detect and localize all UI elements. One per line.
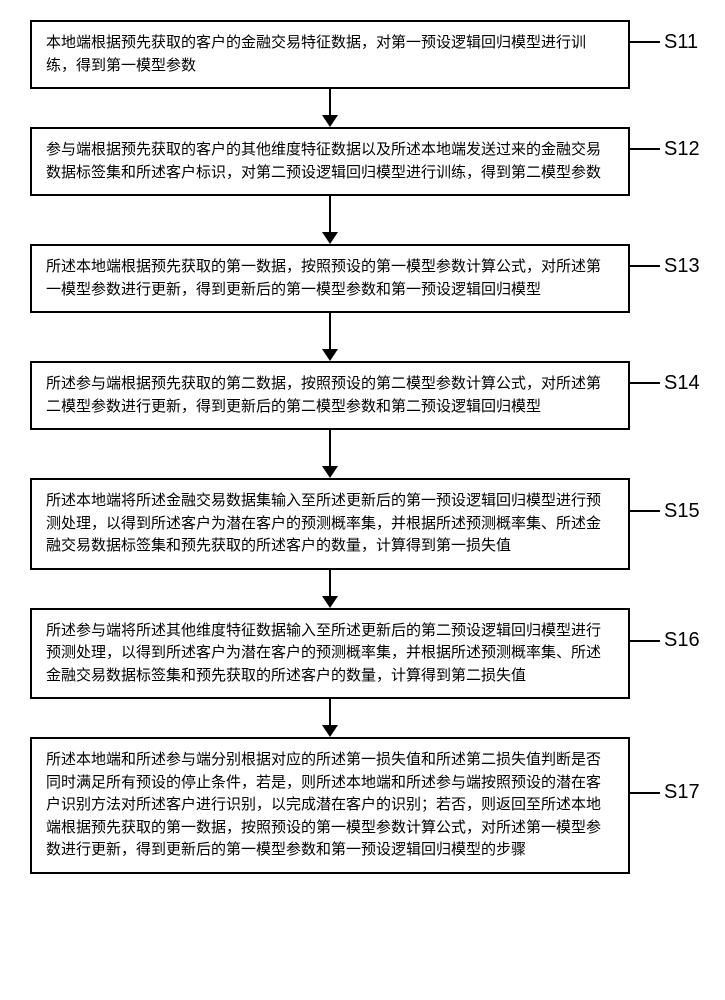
connector-line — [630, 640, 660, 642]
step-row: 所述本地端根据预先获取的第一数据，按照预设的第一模型参数计算公式，对所述第一模型… — [10, 244, 715, 313]
step-row: 所述本地端将所述金融交易数据集输入至所述更新后的第一预设逻辑回归模型进行预测处理… — [10, 478, 715, 570]
step-box-s16: 所述参与端将所述其他维度特征数据输入至所述更新后的第二预设逻辑回归模型进行预测处… — [30, 608, 630, 700]
step-box-s11: 本地端根据预先获取的客户的金融交易特征数据，对第一预设逻辑回归模型进行训练，得到… — [30, 20, 630, 89]
step-label-s15: S15 — [664, 500, 700, 523]
arrow-down — [30, 313, 630, 361]
step-box-s17: 所述本地端和所述参与端分别根据对应的所述第一损失值和所述第二损失值判断是否同时满… — [30, 737, 630, 874]
connector-line — [630, 382, 660, 384]
step-box-s15: 所述本地端将所述金融交易数据集输入至所述更新后的第一预设逻辑回归模型进行预测处理… — [30, 478, 630, 570]
step-label-s16: S16 — [664, 629, 700, 652]
arrow-down — [30, 570, 630, 608]
step-row: 参与端根据预先获取的客户的其他维度特征数据以及所述本地端发送过来的金融交易数据标… — [10, 127, 715, 196]
step-label-s11: S11 — [664, 31, 698, 54]
arrow-down — [30, 430, 630, 478]
flowchart-container: 本地端根据预先获取的客户的金融交易特征数据，对第一预设逻辑回归模型进行训练，得到… — [10, 20, 715, 874]
step-label-s12: S12 — [664, 138, 700, 161]
arrow-down — [30, 89, 630, 127]
step-text: 所述本地端根据预先获取的第一数据，按照预设的第一模型参数计算公式，对所述第一模型… — [46, 256, 614, 301]
step-box-s12: 参与端根据预先获取的客户的其他维度特征数据以及所述本地端发送过来的金融交易数据标… — [30, 127, 630, 196]
connector-line — [630, 265, 660, 267]
step-text: 参与端根据预先获取的客户的其他维度特征数据以及所述本地端发送过来的金融交易数据标… — [46, 139, 614, 184]
arrow-down — [30, 699, 630, 737]
step-row: 所述参与端根据预先获取的第二数据，按照预设的第二模型参数计算公式，对所述第二模型… — [10, 361, 715, 430]
step-box-s14: 所述参与端根据预先获取的第二数据，按照预设的第二模型参数计算公式，对所述第二模型… — [30, 361, 630, 430]
step-row: 所述参与端将所述其他维度特征数据输入至所述更新后的第二预设逻辑回归模型进行预测处… — [10, 608, 715, 700]
step-row: 所述本地端和所述参与端分别根据对应的所述第一损失值和所述第二损失值判断是否同时满… — [10, 737, 715, 874]
connector-line — [630, 792, 660, 794]
step-row: 本地端根据预先获取的客户的金融交易特征数据，对第一预设逻辑回归模型进行训练，得到… — [10, 20, 715, 89]
connector-line — [630, 41, 660, 43]
step-label-s14: S14 — [664, 372, 700, 395]
step-text: 所述本地端将所述金融交易数据集输入至所述更新后的第一预设逻辑回归模型进行预测处理… — [46, 490, 614, 558]
step-label-s17: S17 — [664, 781, 700, 804]
step-text: 本地端根据预先获取的客户的金融交易特征数据，对第一预设逻辑回归模型进行训练，得到… — [46, 32, 614, 77]
step-text: 所述参与端将所述其他维度特征数据输入至所述更新后的第二预设逻辑回归模型进行预测处… — [46, 620, 614, 688]
connector-line — [630, 510, 660, 512]
arrow-down — [30, 196, 630, 244]
connector-line — [630, 148, 660, 150]
step-label-s13: S13 — [664, 255, 700, 278]
step-box-s13: 所述本地端根据预先获取的第一数据，按照预设的第一模型参数计算公式，对所述第一模型… — [30, 244, 630, 313]
step-text: 所述本地端和所述参与端分别根据对应的所述第一损失值和所述第二损失值判断是否同时满… — [46, 749, 614, 862]
step-text: 所述参与端根据预先获取的第二数据，按照预设的第二模型参数计算公式，对所述第二模型… — [46, 373, 614, 418]
